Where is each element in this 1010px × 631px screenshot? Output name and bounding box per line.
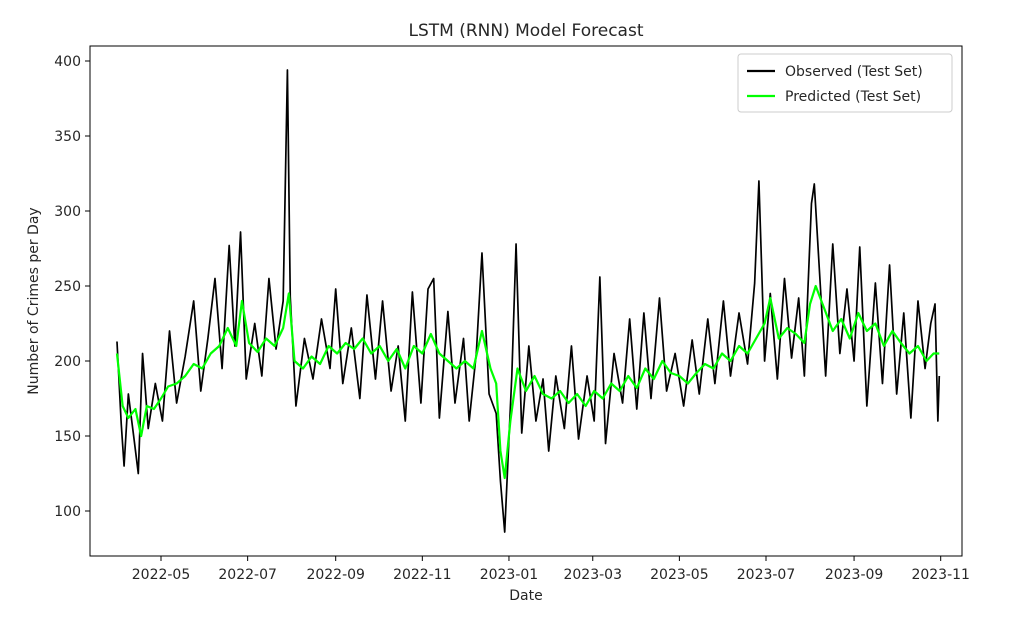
x-tick-label: 2023-05 [650,567,709,583]
x-tick-label: 2023-01 [480,567,539,583]
axes-frame [89,45,963,557]
x-tick-label: 2023-03 [563,567,622,583]
series-line-predicted [115,284,940,480]
x-tick-label: 2023-09 [825,567,884,583]
y-tick-label: 300 [54,204,81,220]
y-tick-label: 150 [54,429,81,445]
x-tick-label: 2022-09 [306,567,365,583]
plot-area: 2022-05 2022-07 2022-09 2022-11 2023-01 2023-… [54,45,970,583]
legend-label: Observed (Test Set) [785,64,923,80]
y-axis-label: Number of Crimes per Day [26,207,42,394]
legend-box [737,53,953,113]
chart-title: LSTM (RNN) Model Forecast [408,21,643,41]
y-tick-label: 200 [54,354,81,370]
x-tick-label: 2023-11 [911,567,970,583]
series-line-observed [116,69,941,533]
y-tick-label: 400 [54,54,81,70]
x-tick-label: 2023-07 [737,567,796,583]
y-tick-label: 100 [54,504,81,520]
x-tick-label: 2022-11 [393,567,452,583]
x-tick-label: 2022-07 [218,567,277,583]
legend-label: Predicted (Test Set) [785,89,921,105]
legend: Observed (Test Set) Predicted (Test Set) [737,53,953,113]
y-tick-label: 350 [54,129,81,145]
x-tick-label: 2022-05 [132,567,191,583]
x-axis-label: Date [509,588,542,604]
y-tick-label: 250 [54,279,81,295]
